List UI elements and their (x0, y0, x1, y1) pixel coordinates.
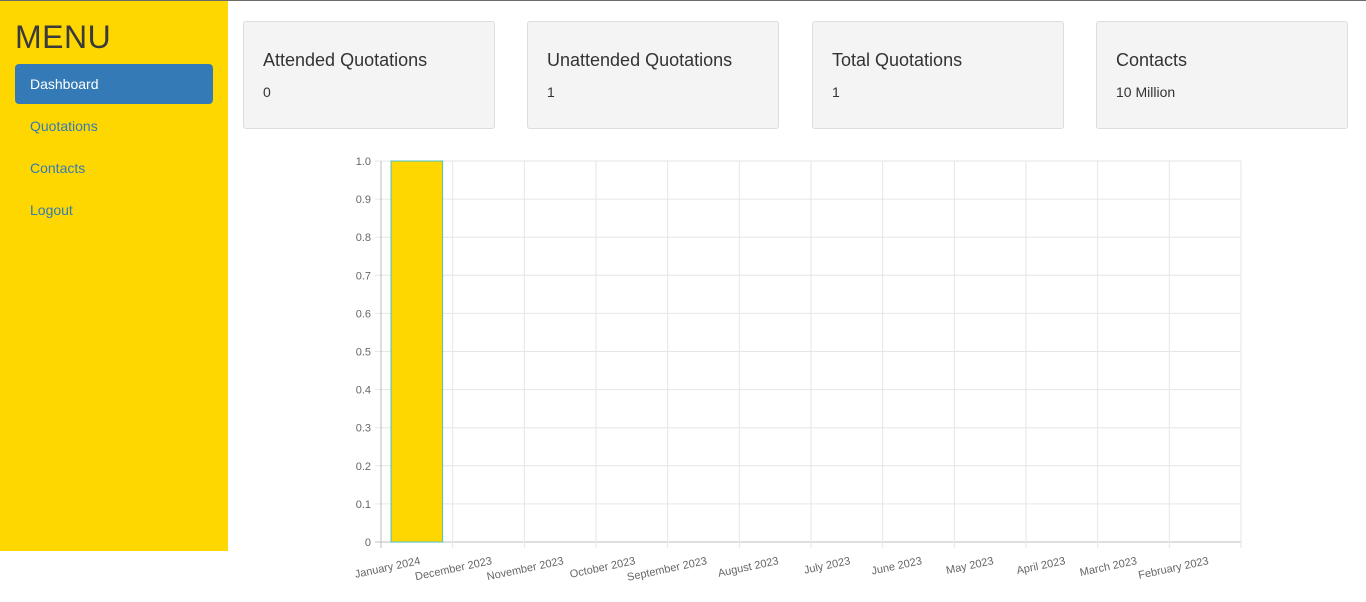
nav-item-logout[interactable]: Logout (30, 202, 73, 218)
quotations-bar-chart: 0 0.1 0.2 0.3 0.4 0.5 0.6 0.7 0.8 0.9 1.0 January 2… (354, 156, 1242, 584)
card-value: 1 (547, 84, 555, 100)
x-tick-label: May 2023 (945, 555, 995, 577)
y-tick-label: 0.3 (356, 423, 371, 435)
sidebar: MENU Dashboard Quotations Contacts Logou… (0, 1, 228, 551)
card-title: Contacts (1116, 50, 1188, 70)
y-tick-label: 0.7 (356, 270, 371, 282)
x-tick-label: January 2024 (354, 555, 422, 581)
y-tick-label: 0.8 (356, 232, 371, 244)
x-tick-label: June 2023 (870, 555, 923, 577)
x-tick-label: February 2023 (1137, 555, 1209, 582)
card-title: Attended Quotations (263, 50, 428, 70)
x-tick-label: November 2023 (486, 555, 565, 583)
x-tick-label: April 2023 (1015, 555, 1066, 577)
x-tick-label: March 2023 (1079, 555, 1138, 579)
card-unattended-quotations: Unattended Quotations 1 (527, 21, 779, 129)
card-title: Total Quotations (832, 50, 963, 70)
nav-list: Dashboard Quotations Contacts Logout (15, 64, 213, 232)
x-tick-label: July 2023 (803, 555, 852, 577)
top-border (0, 0, 1366, 1)
y-tick-label: 0.2 (356, 461, 371, 473)
y-tick-label: 0.5 (356, 347, 371, 359)
y-tick-label: 0 (365, 537, 371, 549)
card-title: Unattended Quotations (547, 50, 733, 70)
card-value: 1 (832, 84, 840, 100)
y-tick-label: 0.1 (356, 499, 371, 511)
card-attended-quotations: Attended Quotations 0 (243, 21, 495, 129)
y-tick-label: 1.0 (356, 156, 371, 168)
card-total-quotations: Total Quotations 1 (812, 21, 1064, 129)
nav-item-dashboard[interactable]: Dashboard (15, 64, 213, 104)
x-tick-label: December 2023 (414, 555, 493, 583)
bar (390, 160, 444, 543)
nav-item-quotations[interactable]: Quotations (30, 118, 98, 134)
card-contacts: Contacts 10 Million (1096, 21, 1348, 129)
y-tick-label: 0.4 (356, 385, 371, 397)
card-value: 0 (263, 84, 271, 100)
y-tick-label: 0.6 (356, 308, 371, 320)
y-tick-label: 0.9 (356, 194, 371, 206)
x-tick-label: September 2023 (626, 555, 708, 584)
x-tick-label: August 2023 (717, 555, 780, 580)
menu-title: MENU (15, 19, 112, 55)
nav-item-contacts[interactable]: Contacts (30, 160, 86, 176)
card-value: 10 Million (1116, 84, 1176, 100)
